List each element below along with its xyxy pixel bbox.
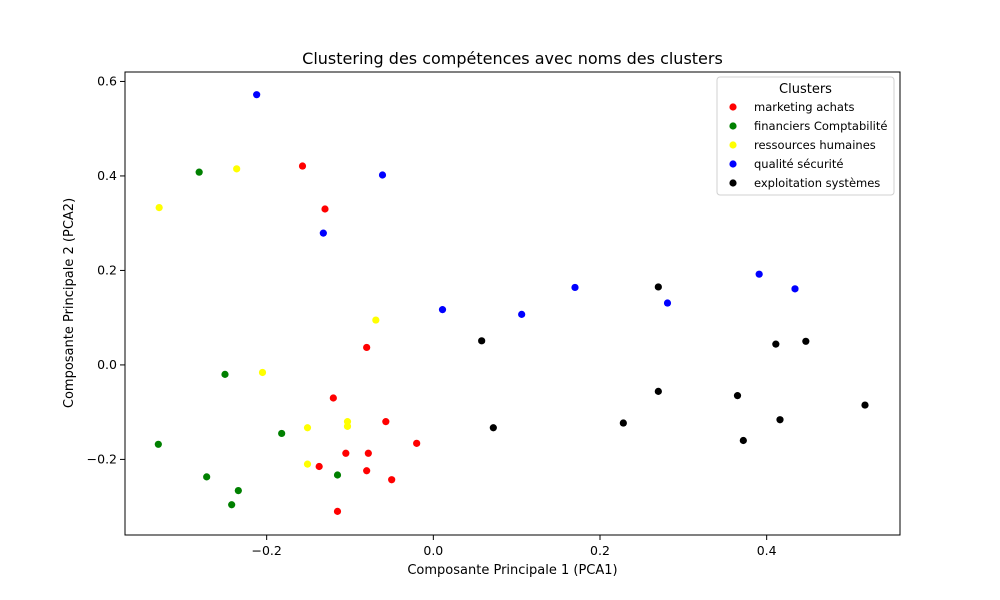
scatter-point-1-2 (154, 440, 162, 448)
legend-marker-2 (729, 141, 737, 149)
scatter-point-1-3 (278, 429, 286, 438)
legend-item-0: marketing achats (729, 100, 854, 114)
legend-item-4: exploitation systèmes (729, 176, 880, 190)
scatter-point-4-6 (739, 436, 747, 445)
y-tick-label-4: 0.6 (97, 73, 117, 88)
scatter-point-3-1 (378, 171, 387, 179)
legend-item-3: qualité sécurité (729, 157, 843, 171)
legend-item-1: financiers Comptabilité (729, 119, 887, 133)
y-tick-label-0: −0.2 (87, 451, 117, 466)
scatter-point-4-1 (478, 337, 486, 345)
legend-marker-3 (729, 160, 737, 168)
scatter-point-0-9 (363, 467, 371, 475)
x-tick-label-0: −0.2 (251, 543, 281, 558)
scatter-point-0-4 (382, 418, 390, 426)
y-tick-label-1: 0.0 (97, 357, 117, 372)
scatter-point-4-7 (772, 340, 780, 348)
scatter-point-3-8 (791, 285, 799, 293)
scatter-point-3-4 (518, 310, 526, 318)
scatter-point-4-4 (654, 387, 662, 395)
chart-title: Clustering des compétences avec noms des… (302, 49, 723, 68)
y-tick-label-3: 0.4 (97, 168, 117, 183)
scatter-point-1-0 (195, 168, 203, 176)
scatter-point-3-0 (253, 91, 261, 99)
legend-title: Clusters (779, 82, 832, 97)
scatter-point-2-3 (258, 368, 267, 377)
scatter-point-3-7 (755, 270, 763, 278)
scatter-point-3-3 (438, 306, 447, 314)
scatter-point-3-6 (663, 299, 672, 307)
scatter-point-4-2 (489, 424, 497, 432)
x-tick-label-1: 0.0 (423, 543, 443, 558)
y-axis-label: Composante Principale 2 (PCA2) (62, 198, 77, 408)
scatter-point-2-2 (372, 316, 380, 324)
scatter-point-4-8 (776, 416, 784, 424)
scatter-point-3-2 (319, 229, 327, 237)
scatter-point-0-2 (363, 343, 371, 352)
x-axis-label: Composante Principale 1 (PCA1) (407, 563, 617, 578)
scatter-point-0-10 (388, 476, 396, 484)
legend-items: marketing achats financiers Comptabilité r… (729, 100, 887, 190)
legend-item-2: ressources humaines (729, 138, 876, 152)
legend-label-4: exploitation systèmes (754, 176, 880, 190)
legend-label-1: financiers Comptabilité (754, 119, 887, 133)
scatter-point-0-1 (321, 205, 329, 213)
y-tick-label-2: 0.2 (97, 262, 117, 277)
scatter-point-2-4 (303, 424, 312, 432)
scatter-point-0-8 (315, 462, 323, 471)
scatter-point-0-3 (329, 394, 337, 402)
legend-box (716, 76, 895, 196)
scatter-point-0-11 (333, 507, 342, 515)
legend-marker-0 (729, 103, 737, 111)
legend-label-3: qualité sécurité (754, 157, 843, 171)
scatter-point-1-6 (228, 501, 236, 509)
scatter-point-0-6 (342, 449, 350, 457)
scatter-point-2-1 (233, 165, 241, 173)
legend-marker-1 (729, 122, 737, 130)
scatter-point-1-4 (203, 473, 211, 481)
scatter-point-2-0 (155, 203, 163, 212)
x-tick-label-3: 0.4 (757, 543, 777, 558)
x-tick-label-2: 0.2 (590, 543, 610, 558)
y-axis-ticks: −0.2 0.0 0.2 0.4 0.6 (87, 73, 125, 466)
scatter-point-2-7 (303, 460, 312, 468)
legend-label-0: marketing achats (754, 100, 854, 114)
scatter-point-4-10 (861, 401, 869, 409)
scatter-point-1-7 (333, 471, 342, 479)
scatter-point-0-7 (364, 449, 372, 457)
scatter-point-3-5 (571, 283, 579, 292)
scatter-point-0-5 (413, 439, 421, 447)
x-axis-ticks: −0.2 0.0 0.2 0.4 (251, 535, 777, 558)
scatter-point-0-0 (298, 162, 307, 170)
scatter-point-4-5 (733, 392, 742, 400)
points-layer (154, 91, 869, 515)
scatter-point-2-6 (343, 422, 352, 430)
legend: Clusters marketing achats financiers Comp… (716, 76, 895, 196)
scatter-point-4-0 (654, 283, 662, 291)
scatter-point-1-5 (234, 486, 242, 495)
scatter-point-4-3 (619, 419, 627, 427)
legend-label-2: ressources humaines (754, 138, 876, 152)
legend-marker-4 (729, 179, 737, 187)
scatter-point-1-1 (221, 370, 229, 378)
scatter-point-4-9 (802, 337, 810, 345)
